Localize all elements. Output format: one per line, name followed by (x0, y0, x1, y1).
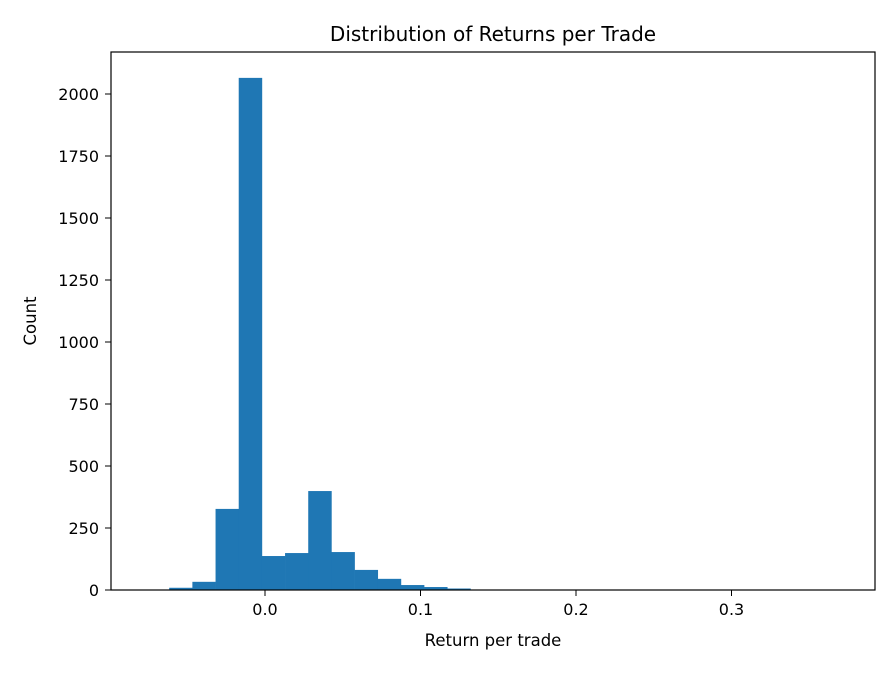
histogram-bar (378, 579, 401, 590)
histogram-bar (239, 78, 262, 590)
x-tick-label: 0.3 (719, 600, 744, 619)
histogram-bar (355, 570, 378, 590)
y-tick-label: 250 (68, 519, 99, 538)
chart-title: Distribution of Returns per Trade (330, 22, 656, 46)
histogram-bar (192, 582, 215, 590)
y-tick-label: 2000 (58, 85, 99, 104)
y-tick-label: 1750 (58, 147, 99, 166)
histogram-bar (216, 509, 239, 590)
y-tick-label: 1250 (58, 271, 99, 290)
x-tick-label: 0.1 (408, 600, 433, 619)
y-tick-label: 0 (89, 581, 99, 600)
histogram-bar (331, 552, 354, 590)
y-tick-label: 1000 (58, 333, 99, 352)
y-tick-label: 1500 (58, 209, 99, 228)
histogram-bar (401, 585, 424, 590)
histogram-bar (308, 491, 331, 590)
histogram-bar (262, 556, 285, 590)
y-axis-label: Count (21, 296, 40, 346)
histogram-bar (285, 553, 308, 590)
y-tick-label: 750 (68, 395, 99, 414)
y-tick-label: 500 (68, 457, 99, 476)
x-axis-label: Return per trade (425, 631, 562, 650)
x-tick-label: 0.0 (252, 600, 277, 619)
x-tick-label: 0.2 (563, 600, 588, 619)
